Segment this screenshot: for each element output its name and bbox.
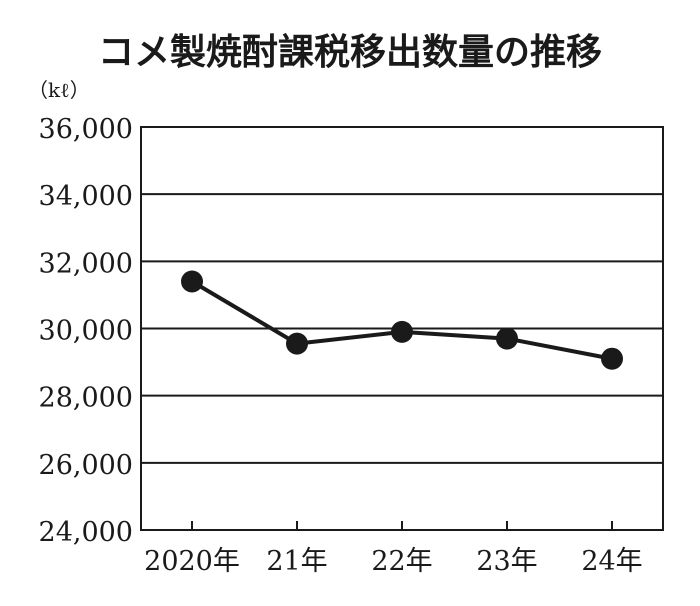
y-tick-label: 30,000	[39, 316, 133, 347]
data-point	[496, 327, 518, 350]
x-tick-label: 2020年	[144, 546, 240, 577]
plot-frame	[140, 126, 664, 531]
series-line	[181, 270, 623, 370]
x-tick-label: 24年	[581, 546, 642, 577]
data-point	[286, 332, 308, 355]
x-tick-label: 23年	[476, 546, 537, 577]
data-point	[601, 347, 623, 370]
data-point	[391, 320, 413, 343]
data-point	[181, 270, 203, 293]
y-tick-labels: 24,000 26,000 28,000 30,000 32,000 34,000 36,0…	[39, 114, 133, 548]
unit-label: （kℓ）	[28, 78, 90, 102]
x-tick-label: 21年	[266, 546, 327, 577]
x-tick-label: 22年	[371, 546, 432, 577]
y-tick-label: 36,000	[39, 114, 133, 145]
y-tick-label: 26,000	[39, 450, 133, 481]
y-tick-label: 34,000	[39, 181, 133, 212]
x-tick-labels: 2020年 21年 22年 23年 24年	[144, 521, 643, 577]
y-tick-label: 28,000	[39, 383, 133, 414]
y-tick-label: 32,000	[39, 248, 133, 279]
series-polyline	[190, 279, 613, 361]
y-tick-label: 24,000	[39, 517, 133, 548]
chart-title: コメ製焼酎課税移出数量の推移	[98, 32, 602, 73]
